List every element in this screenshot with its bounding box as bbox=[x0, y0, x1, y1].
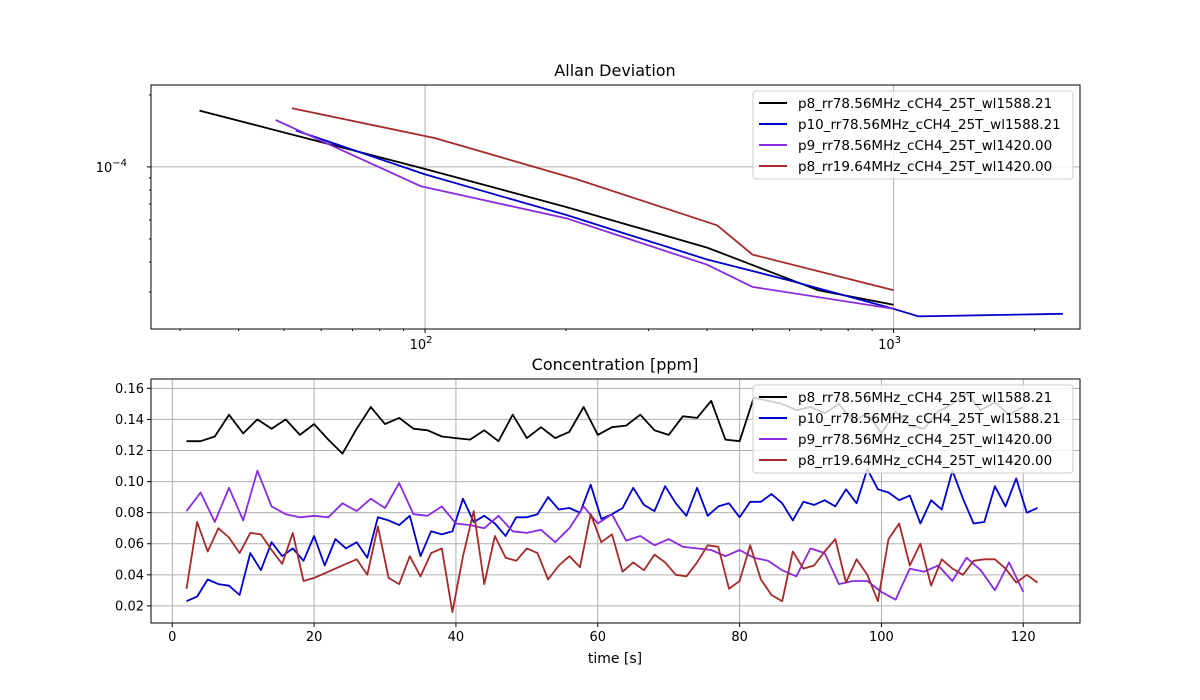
allan-x-tick-mantissa: 10 bbox=[878, 338, 895, 353]
allan-x-tick-label: 102 bbox=[410, 335, 433, 353]
concentration-x-tick-label: 0 bbox=[168, 630, 176, 645]
concentration-y-tick-label: 0.10 bbox=[115, 475, 144, 490]
allan-axes-frame bbox=[150, 84, 1081, 330]
concentration-x-tick-label: 40 bbox=[448, 630, 465, 645]
allan-y-tick-mantissa: 10 bbox=[96, 161, 113, 176]
allan-legend-label-3: p9_rr78.56MHz_cCH4_25T_wl1420.00 bbox=[798, 138, 1052, 154]
concentration-series-line-4 bbox=[185, 510, 1039, 613]
concentration-x-tick-label: 20 bbox=[306, 630, 323, 645]
allan-x-tick-mantissa: 10 bbox=[410, 338, 427, 353]
allan-y-tick-label: 10−4 bbox=[96, 158, 127, 176]
concentration-y-tick-label: 0.16 bbox=[115, 382, 144, 397]
allan-x-tick-label: 103 bbox=[878, 335, 901, 353]
allan-deviation-plot: Allan Deviation 102 10310−4p8_rr78.56MHz_… bbox=[96, 61, 1081, 353]
concentration-x-tick-label: 120 bbox=[1011, 630, 1036, 645]
allan-series-line-2 bbox=[295, 129, 1064, 318]
allan-x-tick-exponent: 3 bbox=[895, 335, 901, 346]
allan-deviation-title: Allan Deviation bbox=[554, 61, 675, 80]
concentration-y-tick-label: 0.14 bbox=[115, 413, 144, 428]
allan-legend-label-2: p10_rr78.56MHz_cCH4_25T_wl1588.21 bbox=[798, 117, 1061, 133]
concentration-legend-label-1: p8_rr78.56MHz_cCH4_25T_wl1588.21 bbox=[798, 390, 1052, 406]
concentration-x-tick-label: 60 bbox=[589, 630, 606, 645]
concentration-y-tick-label: 0.08 bbox=[115, 506, 144, 521]
concentration-x-axis-label: time [s] bbox=[588, 651, 642, 667]
allan-legend: p8_rr78.56MHz_cCH4_25T_wl1588.21 p10_rr78… bbox=[752, 90, 1074, 180]
allan-series-group bbox=[199, 107, 1064, 318]
concentration-y-tick-label: 0.02 bbox=[115, 599, 144, 614]
concentration-legend: p8_rr78.56MHz_cCH4_25T_wl1588.21 p10_rr78… bbox=[752, 384, 1074, 474]
concentration-legend-label-4: p8_rr19.64MHz_cCH4_25T_wl1420.00 bbox=[798, 453, 1052, 469]
allan-legend-box bbox=[752, 90, 1074, 180]
allan-legend-label-1: p8_rr78.56MHz_cCH4_25T_wl1588.21 bbox=[798, 96, 1052, 112]
allan-series-line-1 bbox=[199, 109, 894, 306]
concentration-series-line-3 bbox=[185, 469, 1025, 601]
concentration-axes-frame bbox=[150, 378, 1081, 624]
allan-series-line-4 bbox=[291, 107, 894, 292]
concentration-y-tick-label: 0.12 bbox=[115, 444, 144, 459]
concentration-y-tick-label: 0.04 bbox=[115, 568, 144, 583]
concentration-x-tick-label: 80 bbox=[731, 630, 748, 645]
concentration-title: Concentration [ppm] bbox=[532, 355, 699, 374]
allan-y-tick-exponent: −4 bbox=[112, 158, 127, 169]
concentration-x-tick-label: 100 bbox=[869, 630, 894, 645]
allan-series-line-3 bbox=[275, 119, 894, 310]
concentration-legend-label-2: p10_rr78.56MHz_cCH4_25T_wl1588.21 bbox=[798, 411, 1061, 427]
concentration-plot: Concentration [ppm] time [s] 0 20 40 60 80 10… bbox=[115, 355, 1081, 667]
concentration-legend-label-3: p9_rr78.56MHz_cCH4_25T_wl1420.00 bbox=[798, 432, 1052, 448]
allan-legend-label-4: p8_rr19.64MHz_cCH4_25T_wl1420.00 bbox=[798, 159, 1052, 175]
allan-x-tick-exponent: 2 bbox=[426, 335, 432, 346]
concentration-legend-box bbox=[752, 384, 1074, 474]
concentration-y-tick-label: 0.06 bbox=[115, 537, 144, 552]
